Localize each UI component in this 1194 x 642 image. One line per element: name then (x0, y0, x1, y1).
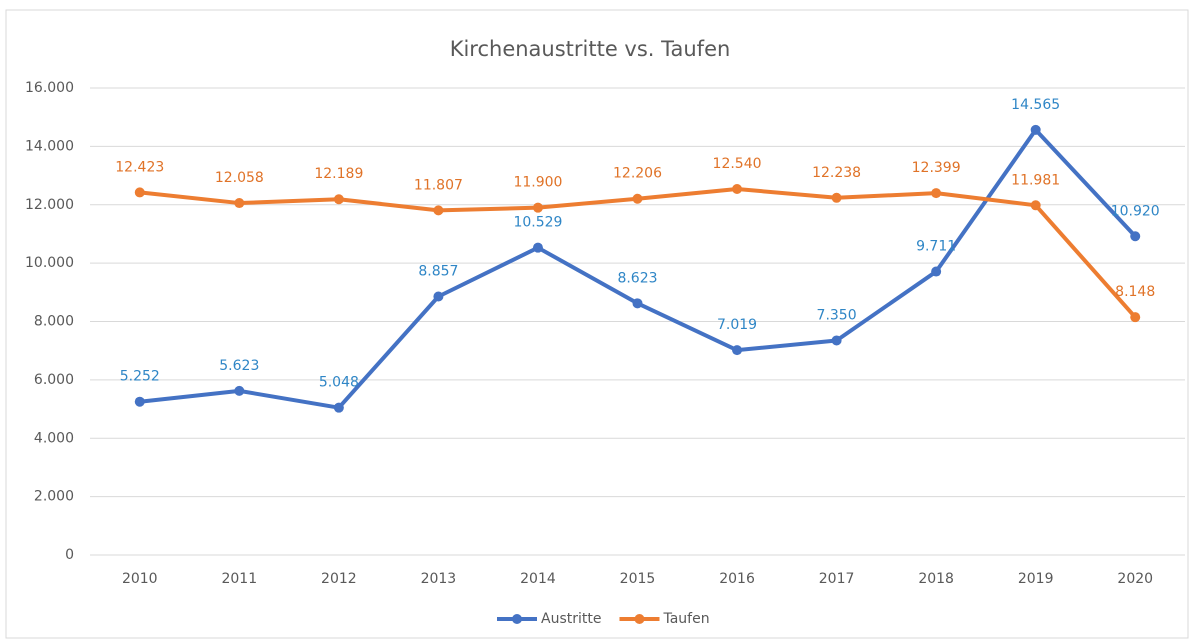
data-label: 10.920 (1111, 203, 1160, 219)
point (831, 192, 842, 203)
data-label: 5.252 (120, 369, 160, 385)
y-tick-label: 10.000 (25, 255, 74, 271)
x-tick-label: 2018 (918, 571, 954, 587)
point (1030, 200, 1041, 211)
y-tick-label: 2.000 (34, 489, 74, 505)
point (732, 345, 743, 356)
data-label: 10.529 (513, 215, 562, 231)
point (134, 187, 145, 198)
data-label: 12.238 (812, 165, 861, 181)
data-label: 12.058 (215, 170, 264, 186)
x-tick-label: 2014 (520, 571, 556, 587)
data-label: 12.189 (314, 166, 363, 182)
point (1130, 231, 1141, 242)
x-tick-label: 2017 (819, 571, 855, 587)
point (134, 396, 145, 407)
point (333, 402, 344, 413)
data-label: 5.048 (319, 375, 359, 391)
point (831, 335, 842, 346)
data-label: 11.900 (513, 175, 562, 191)
point (931, 266, 942, 277)
point (1130, 312, 1141, 323)
data-label: 11.807 (414, 177, 463, 193)
point (433, 291, 444, 302)
data-label: 5.623 (219, 358, 259, 374)
y-tick-label: 12.000 (25, 197, 74, 213)
x-tick-label: 2016 (719, 571, 755, 587)
point (532, 202, 543, 213)
y-tick-label: 0 (65, 547, 74, 563)
x-tick-label: 2015 (620, 571, 656, 587)
legend-marker (634, 614, 645, 624)
data-label: 11.981 (1011, 172, 1060, 188)
point (732, 183, 743, 194)
chart-border (5, 9, 1189, 639)
y-tick-label: 4.000 (34, 430, 74, 446)
data-label: 8.623 (617, 270, 657, 286)
point (234, 385, 245, 396)
legend-marker (512, 614, 522, 624)
point (433, 205, 444, 216)
data-label: 12.399 (912, 160, 961, 176)
data-label: 12.206 (613, 166, 662, 182)
x-tick-label: 2020 (1117, 571, 1153, 587)
point (234, 198, 245, 209)
data-label: 8.148 (1115, 284, 1155, 300)
y-tick-label: 6.000 (34, 372, 74, 388)
point (632, 193, 643, 204)
point (1030, 124, 1041, 135)
x-tick-label: 2010 (122, 571, 158, 587)
y-tick-label: 16.000 (25, 80, 74, 96)
point (632, 298, 643, 309)
x-tick-label: 2013 (421, 571, 457, 587)
x-tick-label: 2019 (1018, 571, 1054, 587)
y-tick-label: 8.000 (34, 314, 74, 330)
legend-label: Taufen (662, 611, 709, 627)
data-label: 14.565 (1011, 97, 1060, 113)
data-label: 9.711 (916, 239, 956, 255)
x-tick-label: 2011 (221, 571, 257, 587)
chart-title: Kirchenaustritte vs. Taufen (450, 37, 731, 61)
data-label: 7.019 (717, 317, 757, 333)
point (333, 194, 344, 205)
data-label: 7.350 (817, 307, 857, 323)
data-label: 12.423 (115, 159, 164, 175)
legend-label: Austritte (541, 611, 601, 627)
y-tick-label: 14.000 (25, 138, 74, 154)
data-label: 8.857 (418, 263, 458, 279)
point (532, 242, 543, 253)
data-label: 12.540 (713, 156, 762, 172)
point (931, 188, 942, 199)
x-tick-label: 2012 (321, 571, 357, 587)
